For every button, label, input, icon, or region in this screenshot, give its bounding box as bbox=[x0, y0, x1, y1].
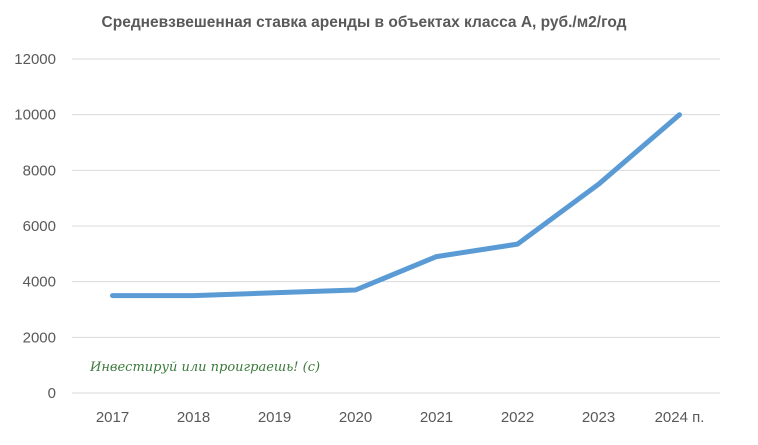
x-tick-label: 2023 bbox=[582, 409, 615, 426]
x-tick-label: 2024 п. bbox=[655, 409, 705, 426]
y-tick-label: 10000 bbox=[14, 107, 56, 124]
x-tick-label: 2019 bbox=[258, 409, 291, 426]
watermark-text: Инвестируй или проиграешь! (с) bbox=[90, 360, 321, 375]
y-axis-ticks: 0 2000 4000 6000 8000 10000 12000 bbox=[14, 51, 56, 402]
gridlines bbox=[72, 58, 720, 394]
x-tick-label: 2022 bbox=[501, 409, 534, 426]
x-tick-label: 2021 bbox=[420, 409, 453, 426]
x-axis-ticks: 2017 2018 2019 2020 2021 2022 2023 2024 п. bbox=[96, 409, 705, 426]
chart-title: Средневзвешенная ставка аренды в объекта… bbox=[101, 14, 627, 31]
y-tick-label: 6000 bbox=[23, 218, 56, 235]
x-tick-label: 2017 bbox=[96, 409, 129, 426]
x-tick-label: 2020 bbox=[339, 409, 372, 426]
y-tick-label: 2000 bbox=[23, 329, 56, 346]
series-line bbox=[110, 112, 682, 299]
y-tick-label: 4000 bbox=[23, 274, 56, 291]
y-tick-label: 12000 bbox=[14, 51, 56, 68]
y-tick-label: 0 bbox=[48, 385, 56, 402]
x-tick-label: 2018 bbox=[177, 409, 210, 426]
y-tick-label: 8000 bbox=[23, 162, 56, 179]
